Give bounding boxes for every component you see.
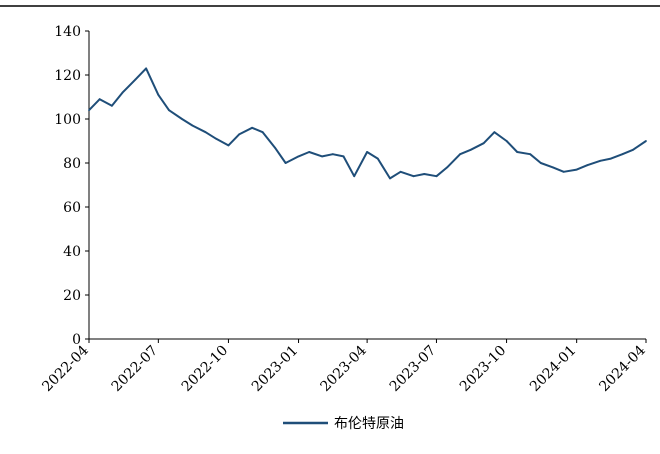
data-point bbox=[483, 142, 485, 144]
data-point bbox=[377, 158, 379, 160]
x-axis-ticks: 2022-04 2022-07 2022-10 2023-01 2023-04 2023-… bbox=[39, 339, 649, 395]
data-point bbox=[366, 151, 368, 153]
data-point bbox=[308, 151, 310, 153]
data-point bbox=[135, 79, 137, 81]
data-point bbox=[529, 153, 531, 155]
legend: 布伦特原油 bbox=[283, 416, 404, 432]
data-point bbox=[632, 149, 634, 151]
x-tick-label: 2022-04 bbox=[39, 342, 92, 395]
data-point bbox=[122, 92, 124, 94]
data-point bbox=[321, 156, 323, 158]
axes bbox=[89, 31, 646, 339]
data-point bbox=[400, 171, 402, 173]
data-point bbox=[494, 131, 496, 133]
data-point bbox=[332, 153, 334, 155]
data-point bbox=[622, 153, 624, 155]
data-point bbox=[157, 94, 159, 96]
data-point bbox=[446, 167, 448, 169]
y-tick-label: 20 bbox=[63, 288, 81, 304]
y-tick-label: 60 bbox=[63, 200, 81, 216]
data-point bbox=[343, 156, 345, 158]
data-point bbox=[413, 175, 415, 177]
data-point bbox=[181, 118, 183, 120]
data-point bbox=[506, 140, 508, 142]
data-point bbox=[228, 145, 230, 147]
data-point bbox=[576, 169, 578, 171]
data-point bbox=[274, 147, 276, 149]
data-point bbox=[540, 162, 542, 164]
data-point bbox=[88, 109, 90, 111]
data-point bbox=[205, 131, 207, 133]
x-tick-label: 2023-07 bbox=[387, 343, 439, 395]
y-tick-label: 120 bbox=[54, 68, 81, 84]
data-point bbox=[168, 109, 170, 111]
data-point bbox=[423, 173, 425, 175]
x-tick-label: 2024-04 bbox=[596, 342, 649, 395]
data-point bbox=[298, 156, 300, 158]
data-point bbox=[610, 158, 612, 160]
data-point bbox=[586, 164, 588, 166]
data-point bbox=[389, 178, 391, 180]
x-tick-label: 2022-10 bbox=[179, 343, 231, 395]
y-tick-label: 80 bbox=[63, 156, 81, 172]
series-layer bbox=[88, 68, 647, 180]
data-point bbox=[645, 140, 647, 142]
data-point bbox=[285, 162, 287, 164]
data-point bbox=[215, 138, 217, 140]
data-point bbox=[145, 68, 147, 70]
data-point bbox=[470, 149, 472, 151]
x-tick-label: 2022-07 bbox=[109, 343, 161, 395]
data-point bbox=[353, 175, 355, 177]
y-tick-label: 100 bbox=[54, 112, 81, 128]
data-point bbox=[99, 98, 101, 100]
data-point bbox=[563, 171, 565, 173]
x-tick-label: 2023-04 bbox=[317, 342, 370, 395]
data-point bbox=[262, 131, 264, 133]
x-tick-label: 2023-10 bbox=[457, 343, 509, 395]
series-line bbox=[89, 68, 646, 178]
data-point bbox=[238, 134, 240, 136]
data-point bbox=[552, 167, 554, 169]
data-point bbox=[192, 125, 194, 127]
data-point bbox=[459, 153, 461, 155]
data-point bbox=[599, 160, 601, 162]
data-point bbox=[111, 105, 113, 107]
legend-label: 布伦特原油 bbox=[334, 416, 404, 432]
data-point bbox=[251, 127, 253, 129]
data-point bbox=[516, 151, 518, 153]
y-tick-label: 40 bbox=[63, 244, 81, 260]
x-tick-label: 2023-01 bbox=[249, 343, 301, 395]
x-tick-label: 2024-01 bbox=[527, 343, 579, 395]
y-tick-label: 140 bbox=[54, 24, 81, 40]
data-point bbox=[436, 175, 438, 177]
